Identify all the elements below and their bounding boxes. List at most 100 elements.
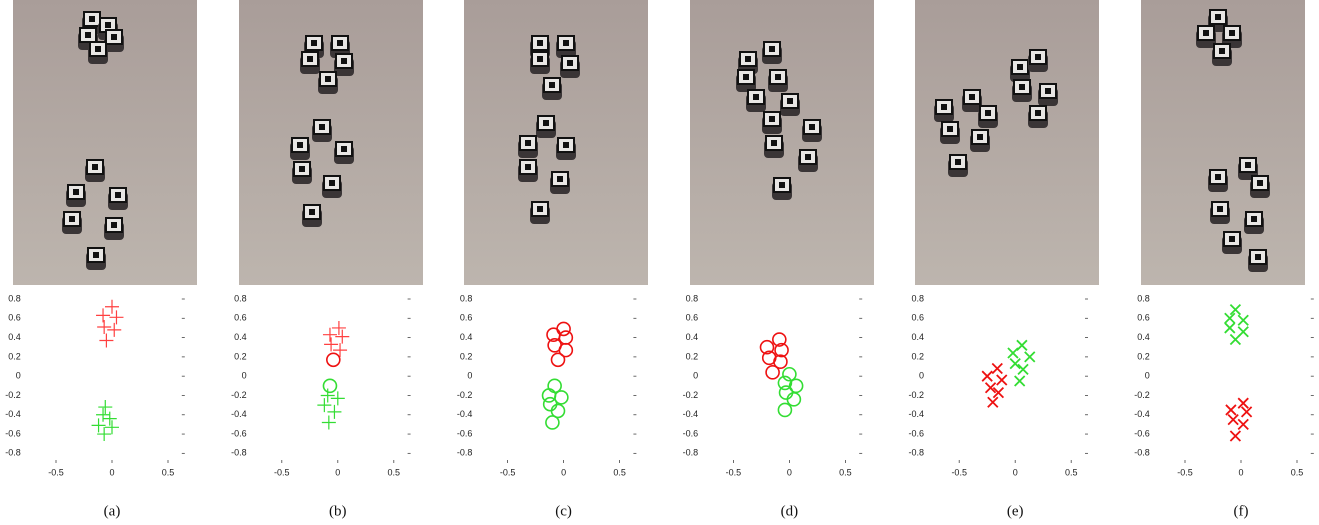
y-tick-label: 0.2 <box>8 351 21 361</box>
robot-tag-mark <box>543 120 549 126</box>
x-tick-label: 0.5 <box>839 467 852 477</box>
robot-tag-mark <box>69 216 75 222</box>
robot <box>1028 106 1048 128</box>
x-marker <box>1228 415 1238 425</box>
circle-marker <box>778 403 791 416</box>
robot <box>1028 50 1048 72</box>
y-tick-label: -0.8 <box>908 448 924 458</box>
x-tick-label: 0 <box>1013 467 1018 477</box>
y-tick-label: 0.8 <box>1137 293 1150 303</box>
plus-marker <box>321 388 335 402</box>
x-tick-label: 0 <box>109 467 114 477</box>
robot-tag-mark <box>1229 30 1235 36</box>
x-tick-label: -0.5 <box>726 467 742 477</box>
robot <box>1244 212 1264 234</box>
y-tick-label: 0 <box>693 371 698 381</box>
robot-tag-mark <box>1255 254 1261 260</box>
robot <box>934 100 954 122</box>
x-marker <box>982 371 992 381</box>
page: 0.80.60.40.20-0.2-0.4-0.6-0.8-0.500.5(a)… <box>0 0 1319 525</box>
robot-tag-mark <box>299 166 305 172</box>
robot <box>1038 84 1058 106</box>
y-tick-label: -0.8 <box>1134 448 1150 458</box>
x-tick-label: 0 <box>335 467 340 477</box>
y-tick-label: -0.2 <box>1134 390 1150 400</box>
robot <box>88 42 108 64</box>
robot-tag-mark <box>1215 14 1221 20</box>
robot-tag-mark <box>1251 216 1257 222</box>
robot <box>772 178 792 200</box>
x-tick-label: 0.5 <box>1291 467 1304 477</box>
x-tick-label: 0.5 <box>388 467 401 477</box>
robot <box>802 120 822 142</box>
x-marker <box>1018 364 1028 374</box>
robot-tag-mark <box>771 140 777 146</box>
robot <box>518 160 538 182</box>
x-marker <box>1238 398 1248 408</box>
caption: (c) <box>555 503 572 519</box>
robot-tag-mark <box>779 182 785 188</box>
robot-tag-mark <box>341 58 347 64</box>
x-tick-label: 0.5 <box>1065 467 1078 477</box>
y-tick-label: 0.4 <box>686 332 699 342</box>
x-tick-label: 0 <box>787 467 792 477</box>
plus-marker <box>322 415 336 429</box>
robot-tag-mark <box>341 146 347 152</box>
y-tick-label: -0.8 <box>457 448 473 458</box>
x-marker <box>1025 352 1035 362</box>
robot <box>542 78 562 100</box>
robot <box>530 52 550 74</box>
robot <box>764 136 784 158</box>
robot-tag-mark <box>115 192 121 198</box>
robot-tag-mark <box>1245 162 1251 168</box>
robot-tag-mark <box>745 56 751 62</box>
circle-marker <box>327 353 340 366</box>
y-tick-label: 0.6 <box>1137 313 1150 323</box>
robot-tag-mark <box>73 189 79 195</box>
plus-marker <box>333 343 347 357</box>
y-tick-label: 0.4 <box>1137 332 1150 342</box>
robot-tag-mark <box>563 40 569 46</box>
x-tick-label: 0 <box>1238 467 1243 477</box>
robot-tag-mark <box>809 124 815 130</box>
robot <box>556 36 576 58</box>
plus-marker <box>327 405 341 419</box>
robot-tag-mark <box>311 40 317 46</box>
robot-tag-mark <box>307 56 313 62</box>
robot <box>556 138 576 160</box>
robot <box>780 94 800 116</box>
robot-tag-mark <box>567 60 573 66</box>
robot <box>108 188 128 210</box>
robot-tag-mark <box>111 222 117 228</box>
robot-tag-mark <box>557 176 563 182</box>
plus-marker <box>107 323 121 337</box>
robot-tag-mark <box>1257 180 1263 186</box>
y-tick-label: -0.6 <box>231 428 247 438</box>
robot-tag-mark <box>769 116 775 122</box>
y-tick-label: 0.8 <box>8 293 21 303</box>
x-tick-label: -0.5 <box>1177 467 1193 477</box>
y-tick-label: 0.2 <box>460 351 473 361</box>
y-tick-label: 0.4 <box>911 332 924 342</box>
robot-tag-mark <box>329 180 335 186</box>
y-tick-label: -0.6 <box>457 428 473 438</box>
y-tick-label: 0.4 <box>8 332 21 342</box>
robot-tag-mark <box>985 110 991 116</box>
plus-marker <box>99 333 113 347</box>
robot <box>312 120 332 142</box>
plus-marker <box>324 337 338 351</box>
robot <box>798 150 818 172</box>
robot <box>318 72 338 94</box>
circle-marker <box>787 393 800 406</box>
y-tick-label: 0.2 <box>1137 351 1150 361</box>
y-tick-label: 0.4 <box>234 332 247 342</box>
x-marker <box>997 375 1007 385</box>
x-marker <box>1010 359 1020 369</box>
plus-marker <box>317 398 331 412</box>
robot-tag-mark <box>337 40 343 46</box>
robot <box>322 176 342 198</box>
circle-marker <box>548 379 561 392</box>
x-marker <box>1015 376 1025 386</box>
x-marker <box>1008 348 1018 358</box>
robot-tag-mark <box>93 252 99 258</box>
